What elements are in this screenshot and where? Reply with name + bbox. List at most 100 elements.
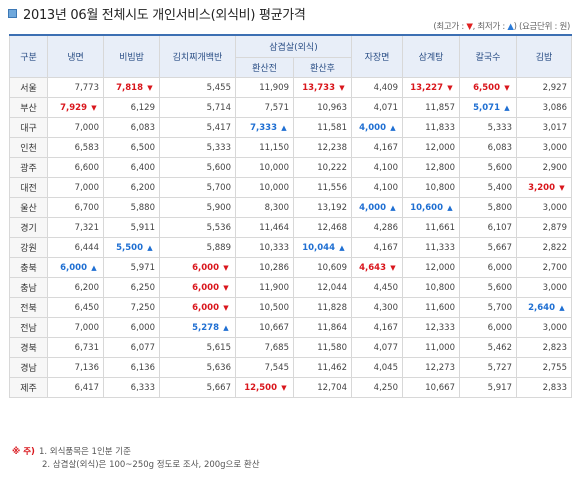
low-price-icon: ▲ [147,243,153,252]
price-value: 5,636 [206,362,231,373]
price-value: 3,000 [542,322,567,333]
price-cell: 2,822 [516,237,572,258]
price-value: 6,129 [130,102,155,113]
price-cell: 5,880 [103,197,160,218]
price-cell: 10,600 ▲ [402,197,460,218]
price-cell: 6,000 [103,317,160,338]
low-price-icon: ▲ [559,303,565,312]
table-row: 대전 7,000 6,200 5,700 10,000 11,556 4,100 10,800… [9,177,572,198]
price-cell: 5,071 ▲ [459,97,517,118]
high-price-icon: ▼ [466,22,473,32]
price-cell: 6,700 [47,197,104,218]
price-cell: 12,333 [402,317,460,338]
price-value: 5,880 [130,202,155,213]
price-value: 10,222 [317,162,347,173]
price-cell: 5,971 [103,257,160,278]
price-value: 7,000 [74,122,99,133]
price-cell: 10,333 [235,237,294,258]
price-value: 7,136 [74,362,99,373]
price-cell: 6,200 [103,177,160,198]
price-value: 6,200 [74,282,99,293]
price-value: 6,000 [487,262,512,273]
price-cell: 4,077 [351,337,403,358]
header-samgyetang: 삼계탕 [402,34,460,78]
high-price-icon: ▼ [91,103,97,112]
footnote-1-text: 1. 외식품목은 1인분 기준 [38,447,131,457]
price-value: 5,917 [487,382,512,393]
price-value: 8,300 [264,202,289,213]
price-value: 10,000 [259,162,289,173]
price-value: 7,571 [264,102,289,113]
price-cell: 13,192 [293,197,352,218]
price-value: 6,000 [192,282,219,293]
price-cell: 12,468 [293,217,352,238]
price-cell: 5,700 [459,297,517,318]
price-value: 6,417 [74,382,99,393]
price-value: 2,833 [542,382,567,393]
footnote-1: ※ 주) 1. 외식품목은 1인분 기준 [12,446,260,459]
price-value: 6,000 [192,262,219,273]
price-value: 2,700 [542,262,567,273]
price-value: 11,462 [317,362,347,373]
price-cell: 2,823 [516,337,572,358]
price-cell: 11,857 [402,97,460,118]
price-value: 12,800 [425,162,455,173]
price-value: 4,000 [359,202,386,213]
price-cell: 2,700 [516,257,572,278]
price-value: 11,900 [259,282,289,293]
price-value: 7,000 [74,182,99,193]
region-cell: 대구 [9,117,48,138]
price-value: 5,600 [487,282,512,293]
price-cell: 4,100 [351,177,403,198]
price-value: 12,500 [244,382,277,393]
price-value: 2,640 [528,302,555,313]
price-cell: 10,609 [293,257,352,278]
price-value: 6,333 [130,382,155,393]
price-value: 11,661 [425,222,455,233]
price-value: 5,462 [487,342,512,353]
low-price-icon: ▲ [390,123,396,132]
price-value: 7,818 [116,82,143,93]
price-value: 5,615 [206,342,231,353]
price-cell: 10,286 [235,257,294,278]
price-cell: 10,500 [235,297,294,318]
price-cell: 11,150 [235,137,294,158]
legend-open: (최고가 : [433,22,464,32]
price-cell: 5,417 [159,117,236,138]
table-row: 대구 7,000 6,083 5,417 7,333 ▲ 11,581 4,000 ▲ 11,83… [9,117,572,138]
price-value: 4,167 [373,242,398,253]
price-value: 6,083 [487,142,512,153]
price-value: 3,000 [542,202,567,213]
price-cell: 6,136 [103,357,160,378]
price-value: 4,000 [359,122,386,133]
price-cell: 5,900 [159,197,236,218]
price-cell: 4,071 [351,97,403,118]
price-value: 11,000 [425,342,455,353]
price-cell: 12,238 [293,137,352,158]
price-value: 6,700 [74,202,99,213]
price-value: 4,077 [373,342,398,353]
price-cell: 5,462 [459,337,517,358]
price-value: 4,045 [373,362,398,373]
price-value: 10,963 [317,102,347,113]
price-value: 6,500 [130,142,155,153]
price-cell: 6,129 [103,97,160,118]
price-value: 5,400 [487,182,512,193]
low-price-icon: ▲ [390,203,396,212]
price-cell: 13,227 ▼ [402,77,460,98]
price-cell: 4,643 ▼ [351,257,403,278]
price-cell: 11,333 [402,237,460,258]
price-value: 7,773 [74,82,99,93]
price-cell: 12,000 [402,257,460,278]
legend-rest: ) (요금단위 : 원) [513,22,571,32]
table-row: 충남 6,200 6,250 6,000 ▼ 11,900 12,044 4,450 10,80… [9,277,572,298]
price-cell: 6,000 ▼ [159,297,236,318]
price-cell: 4,250 [351,377,403,398]
price-value: 2,900 [542,162,567,173]
price-value: 13,733 [302,82,335,93]
low-price-icon: ▲ [507,22,514,32]
price-value: 3,017 [542,122,567,133]
price-value: 10,609 [317,262,347,273]
title-bullet-icon [8,9,17,18]
price-value: 4,167 [373,322,398,333]
